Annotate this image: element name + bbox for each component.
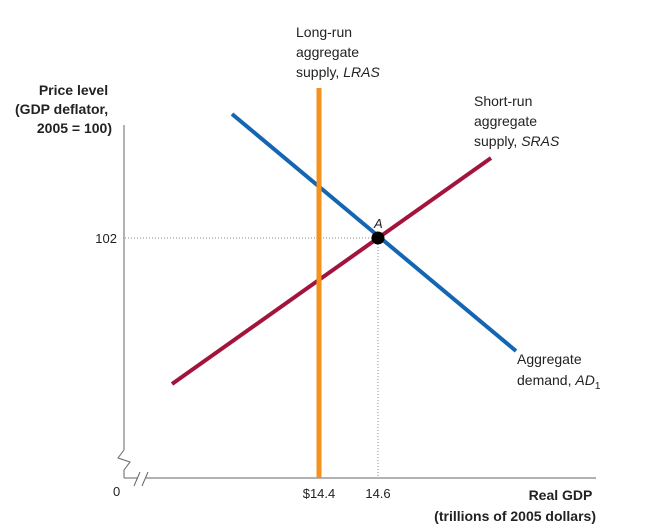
y-axis-break <box>117 449 131 478</box>
x-tick-label: 14.6 <box>365 486 390 501</box>
x-axis-break <box>133 471 149 487</box>
lras-label: Long-run aggregate supply, LRAS <box>296 24 380 80</box>
equilibrium-point <box>371 231 385 245</box>
ad-label: Aggregate demand, AD1 <box>517 351 601 392</box>
equilibrium-label: A <box>373 216 383 231</box>
origin-label: 0 <box>113 484 120 499</box>
y-axis-title: Price level (GDP deflator, 2005 = 100) <box>15 82 112 136</box>
axes <box>117 125 596 487</box>
sras-label: Short-run aggregate supply, SRAS <box>474 93 560 149</box>
x-axis-title: Real GDP (trillions of 2005 dollars) <box>434 487 596 524</box>
x-tick-label: $14.4 <box>303 486 336 501</box>
y-tick-label: 102 <box>95 231 117 246</box>
sras-curve <box>170 156 493 386</box>
ad-curve <box>230 112 518 353</box>
